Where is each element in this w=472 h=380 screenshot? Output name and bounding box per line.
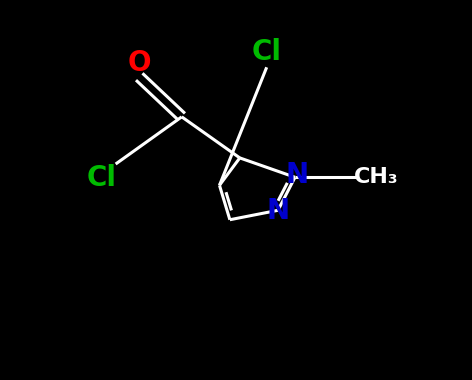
Text: N: N xyxy=(267,197,289,225)
Text: Cl: Cl xyxy=(252,38,282,66)
Text: N: N xyxy=(286,161,309,189)
Text: O: O xyxy=(127,49,151,76)
Text: CH₃: CH₃ xyxy=(354,167,398,187)
Text: Cl: Cl xyxy=(86,164,117,192)
